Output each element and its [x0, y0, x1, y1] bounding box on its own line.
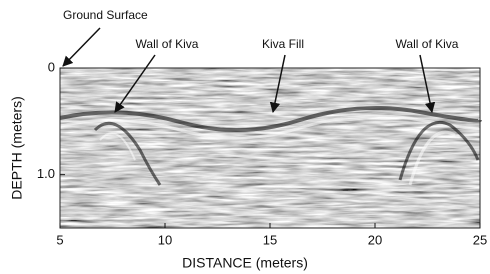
y-tick-label: 0 [48, 59, 55, 74]
x-tick-label: 5 [56, 232, 63, 247]
x-tick-label: 20 [368, 232, 382, 247]
chart: Ground Surface Wall of Kiva Kiva Fill Wa… [0, 0, 490, 274]
annotation: Ground Surface [63, 8, 148, 22]
radargram-image [60, 68, 480, 228]
annotation-arrow [63, 28, 100, 66]
x-tick-label: 15 [263, 232, 277, 247]
annotation: Kiva Fill [262, 37, 304, 51]
x-tick-label: 10 [158, 232, 172, 247]
annotation: Wall of Kiva [396, 37, 459, 51]
y-axis-label: DEPTH (meters) [9, 96, 25, 199]
x-axis-label: DISTANCE (meters) [182, 255, 308, 271]
y-tick-label: 1.0 [37, 166, 55, 181]
x-tick-label: 25 [473, 232, 487, 247]
annotation: Wall of Kiva [136, 37, 199, 51]
